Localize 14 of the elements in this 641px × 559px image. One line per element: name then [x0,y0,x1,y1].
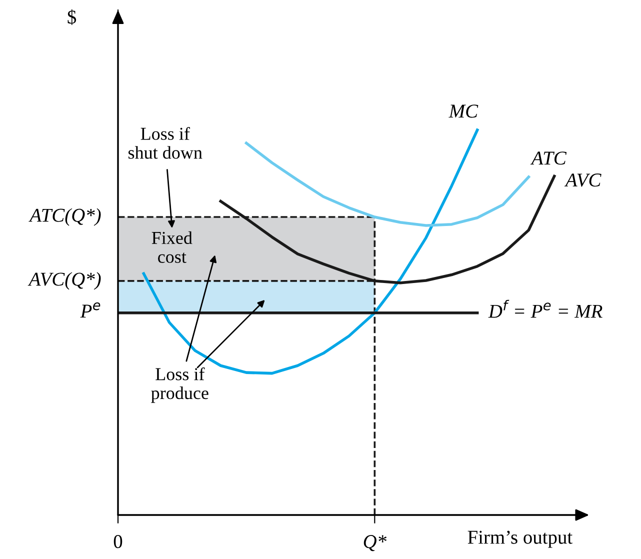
annotation: Loss if shut down [128,127,202,159]
x-tick-label: 0 [114,535,122,548]
series-label: D$^{f}$ = P$^{e}$ = MR [488,300,602,318]
ref-line-label: AVC(Q*) [28,272,101,290]
ref-line-label: ATC(Q*) [28,208,101,226]
text: P$^{e}$ [80,302,100,318]
text: $ [68,9,76,25]
annotation: Loss if produce [151,367,208,403]
series-label: AVC [564,174,602,187]
x-tick-label: Q* [364,535,387,552]
series-label: MC [448,104,478,118]
series-label: ATC [530,152,567,165]
x-axis-title: Firm’s output [468,530,572,548]
band-label: Fixed cost [152,231,192,263]
